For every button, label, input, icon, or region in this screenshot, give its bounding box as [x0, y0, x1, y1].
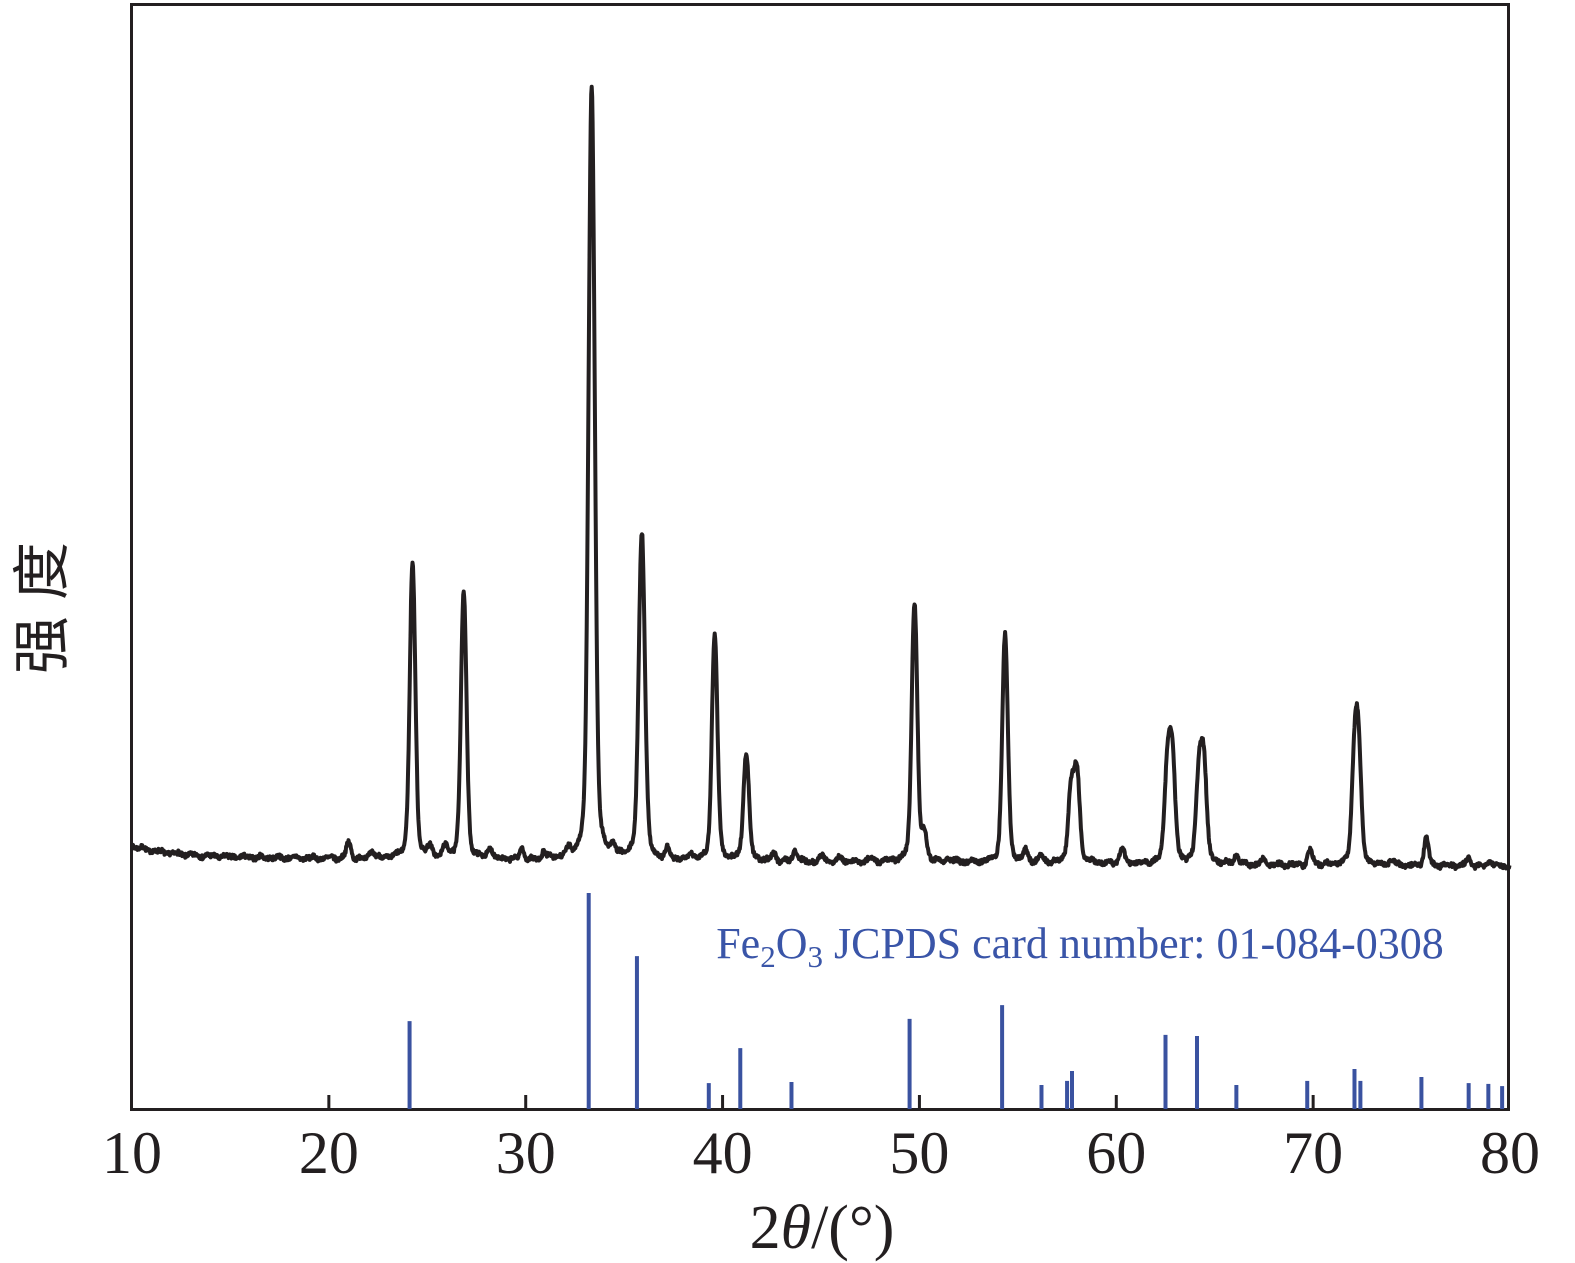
reference-sticks	[407, 893, 1505, 1109]
x-tick-label: 70	[1283, 1120, 1343, 1186]
x-tick-label: 40	[693, 1120, 753, 1186]
x-tick-label: 20	[299, 1120, 359, 1186]
x-tick-labels: 10 20 30 40 50 60 70 80	[102, 1120, 1540, 1186]
x-tick-label: 50	[889, 1120, 949, 1186]
jcpds-annotation: Fe2O3 JCPDS card number: 01-084-0308	[716, 919, 1444, 974]
x-tick-label: 80	[1480, 1120, 1540, 1186]
xrd-trace	[130, 84, 1512, 871]
x-axis-title: 2θ/(°)	[750, 1194, 895, 1262]
x-tick-label: 60	[1086, 1120, 1146, 1186]
x-tick-label: 10	[102, 1120, 162, 1186]
y-axis-title: 强度	[10, 526, 75, 674]
plot-frame	[130, 3, 1510, 1111]
x-axis-ticks	[327, 1095, 1315, 1109]
x-tick-label: 30	[496, 1120, 556, 1186]
